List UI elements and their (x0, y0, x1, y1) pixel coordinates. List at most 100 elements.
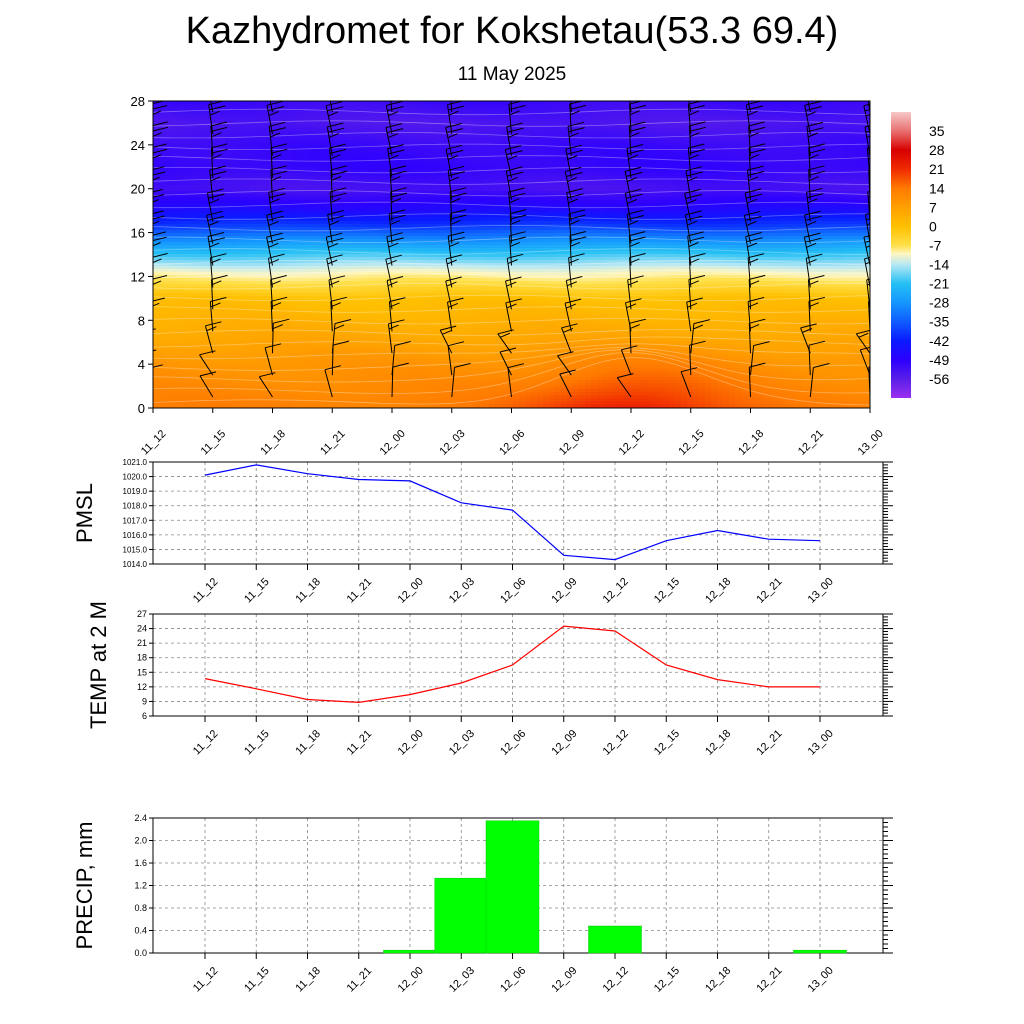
heatmap-cell (813, 206, 820, 210)
heatmap-cell (801, 155, 808, 159)
heatmap-cell (675, 128, 682, 132)
heatmap-cell (591, 116, 598, 120)
heatmap-cell (591, 197, 598, 201)
heatmap-cell (267, 110, 274, 114)
heatmap-cell (423, 140, 430, 144)
heatmap-cell (645, 158, 652, 162)
heatmap-cell (747, 137, 754, 141)
heatmap-cell (243, 143, 250, 147)
heatmap-cell (795, 197, 802, 201)
heatmap-cell (777, 110, 784, 114)
heatmap-cell (723, 200, 730, 204)
heatmap-cell (327, 119, 334, 123)
heatmap-cell (861, 209, 868, 213)
heatmap-cell (579, 143, 586, 147)
heatmap-cell (183, 188, 190, 192)
heatmap-cell (843, 104, 850, 108)
heatmap-cell (531, 167, 538, 171)
heatmap-cell (813, 173, 820, 177)
heatmap-cell (285, 224, 292, 228)
heatmap-cell (393, 104, 400, 108)
heatmap-cell (705, 176, 712, 180)
heatmap-cell (759, 110, 766, 114)
heatmap-cell (231, 215, 238, 219)
heatmap-cell (549, 194, 556, 198)
heatmap-cell (159, 185, 166, 189)
heatmap-cell (495, 155, 502, 159)
heatmap-cell (159, 224, 166, 228)
heatmap-cell (411, 182, 418, 186)
heatmap-cell (597, 113, 604, 117)
heatmap-cell (549, 203, 556, 207)
heatmap-cell (519, 206, 526, 210)
heatmap-cell (681, 191, 688, 195)
heatmap-cell (189, 200, 196, 204)
heatmap-cell (675, 104, 682, 108)
heatmap-cell (723, 104, 730, 108)
heatmap-cell (855, 215, 862, 219)
heatmap-cell (273, 137, 280, 141)
heatmap-cell (483, 194, 490, 198)
heatmap-cell (213, 152, 220, 156)
heatmap-cell (249, 152, 256, 156)
heatmap-cell (249, 110, 256, 114)
heatmap-cell (171, 197, 178, 201)
heatmap-cell (177, 176, 184, 180)
heatmap-cell (615, 119, 622, 123)
heatmap-cell (603, 155, 610, 159)
heatmap-cell (759, 218, 766, 222)
heatmap-cell (717, 167, 724, 171)
heatmap-cell (627, 185, 634, 189)
heatmap-cell (843, 188, 850, 192)
heatmap-cell (489, 218, 496, 222)
heatmap-cell (753, 155, 760, 159)
heatmap-cell (411, 140, 418, 144)
heatmap-cell (207, 185, 214, 189)
heatmap-cell (867, 167, 870, 171)
heatmap-cell (525, 101, 532, 105)
heatmap-cell (699, 197, 706, 201)
heatmap-cell (513, 119, 520, 123)
heatmap-cell (717, 134, 724, 138)
heatmap-cell (855, 137, 862, 141)
heatmap-cell (447, 137, 454, 141)
heatmap-cell (639, 155, 646, 159)
heatmap-cell (273, 119, 280, 123)
heatmap-cell (171, 188, 178, 192)
heatmap-cell (321, 176, 328, 180)
heatmap-cell (759, 194, 766, 198)
heatmap-cell (699, 137, 706, 141)
heatmap-cell (759, 176, 766, 180)
heatmap-cell (525, 152, 532, 156)
heatmap-cell (621, 107, 628, 111)
heatmap-cell (507, 161, 514, 165)
heatmap-cell (825, 185, 832, 189)
heatmap-cell (795, 221, 802, 225)
heatmap-cell (465, 176, 472, 180)
heatmap-cell (621, 200, 628, 204)
heatmap-cell (777, 128, 784, 132)
heatmap-cell (615, 179, 622, 183)
heatmap-cell (813, 107, 820, 111)
heatmap-cell (339, 218, 346, 222)
heatmap-cell (747, 188, 754, 192)
heatmap-cell (351, 152, 358, 156)
heatmap-cell (705, 155, 712, 159)
heatmap-cell (615, 221, 622, 225)
heatmap-cell (519, 140, 526, 144)
heatmap-cell (381, 116, 388, 120)
heatmap-cell (261, 101, 268, 105)
heatmap-cell (483, 218, 490, 222)
heatmap-cell (399, 164, 406, 168)
heatmap-cell (339, 164, 346, 168)
heatmap-cell (489, 107, 496, 111)
heatmap-cell (363, 221, 370, 225)
heatmap-cell (189, 194, 196, 198)
heatmap-cell (675, 221, 682, 225)
heatmap-cell (225, 173, 232, 177)
heatmap-cell (471, 110, 478, 114)
heatmap-cell (309, 116, 316, 120)
heatmap-cell (219, 131, 226, 135)
heatmap-cell (453, 206, 460, 210)
heatmap-cell (471, 107, 478, 111)
